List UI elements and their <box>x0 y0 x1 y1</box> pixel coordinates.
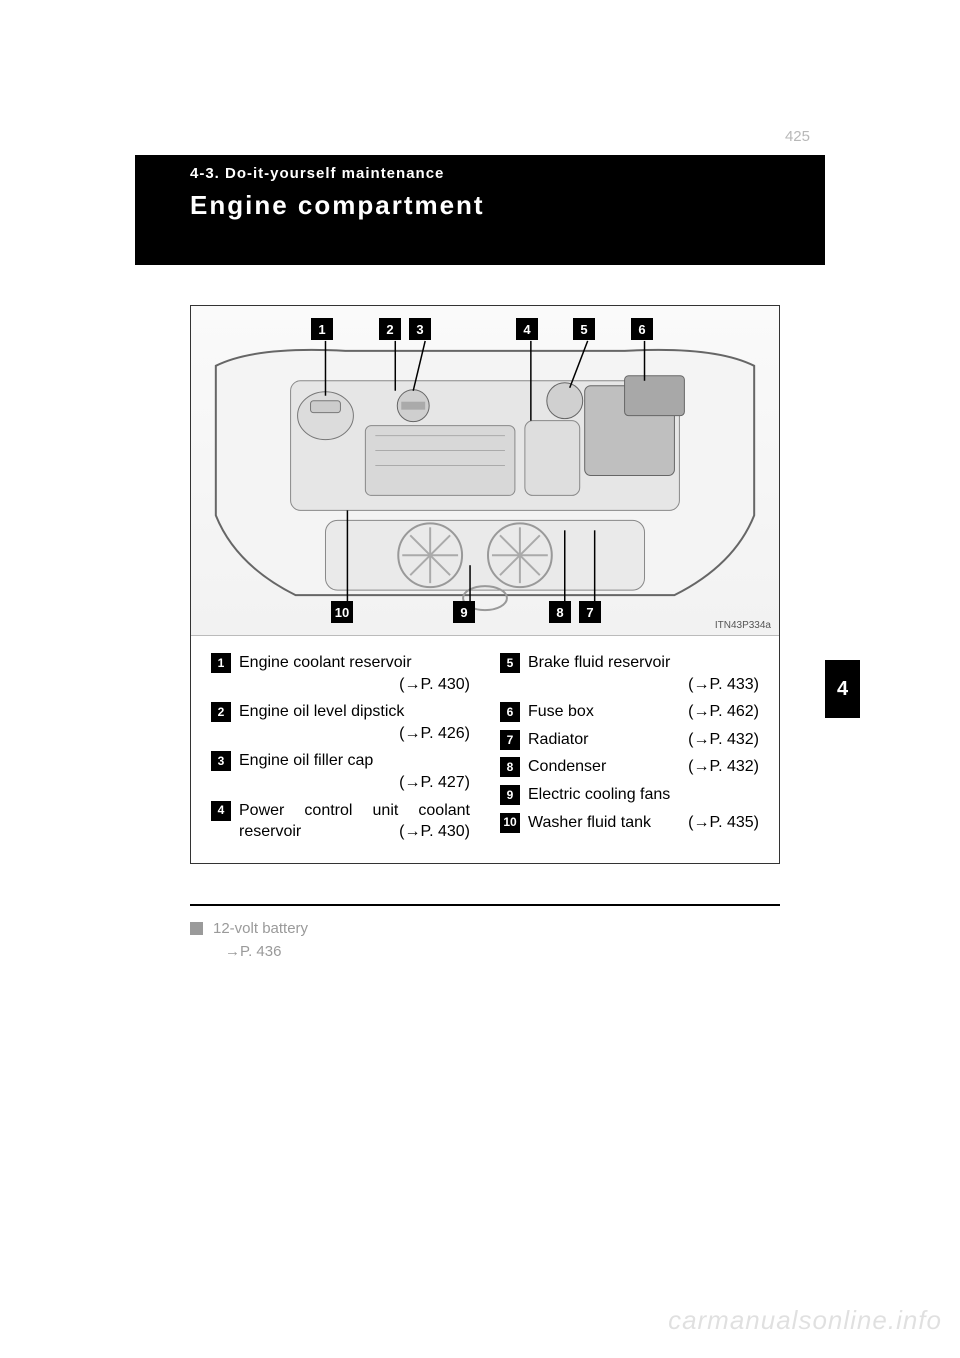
callout-7: 7 <box>579 601 601 623</box>
legend-label-8: Condenser <box>528 758 606 775</box>
legend-item-4: 4 Power control unit coolant reservoir(→P… <box>211 800 470 843</box>
legend-label-9: Electric cooling fans <box>528 786 670 803</box>
figure-box: ITN43P334a 12345610987 1Engine coolant r… <box>190 305 780 864</box>
legend-item-2: 2 Engine oil level dipstick (→P. 426) <box>211 701 470 744</box>
note-square-icon <box>190 922 203 935</box>
section-label: 4-3. Do-it-yourself maintenance <box>190 165 770 182</box>
legend-ref-1: (→P. 430) <box>239 674 470 696</box>
legend-label-5: Brake fluid reservoir <box>528 654 670 671</box>
legend-label-1: Engine coolant reservoir <box>239 654 412 671</box>
legend-item-8: 8 Condenser (→P. 432) <box>500 756 759 778</box>
legend-num-5: 5 <box>500 653 520 673</box>
legend-label-10: Washer fluid tank <box>528 814 651 831</box>
legend-num-4: 4 <box>211 801 231 821</box>
legend-num-2: 2 <box>211 702 231 722</box>
callout-1: 1 <box>311 318 333 340</box>
page-number: 425 <box>785 128 810 145</box>
legend-text-6: Fuse box (→P. 462) <box>528 701 759 723</box>
legend-label-6: Fuse box <box>528 703 594 720</box>
chapter-side-tab: 4 <box>825 660 860 718</box>
legend-item-10: 10 Washer fluid tank (→P. 435) <box>500 812 759 834</box>
legend-ref-8: (→P. 432) <box>688 756 759 778</box>
legend-label-3: Engine oil filler cap <box>239 752 373 769</box>
engine-svg <box>191 306 779 635</box>
callout-8: 8 <box>549 601 571 623</box>
note-row: 12-volt battery <box>190 920 780 937</box>
legend-text-1: Engine coolant reservoir (→P. 430) <box>239 652 470 695</box>
legend-right-col: 5 Brake fluid reservoir (→P. 433) 6 Fuse box… <box>500 646 759 843</box>
page-content: 4-3. Do-it-yourself maintenance Engine c… <box>135 155 825 962</box>
legend-text-5: Brake fluid reservoir (→P. 433) <box>528 652 759 695</box>
legend-num-10: 10 <box>500 813 520 833</box>
legend-text-8: Condenser (→P. 432) <box>528 756 759 778</box>
legend-text-7: Radiator (→P. 432) <box>528 729 759 751</box>
legend-label-2: Engine oil level dipstick <box>239 703 404 720</box>
legend-text-2: Engine oil level dipstick (→P. 426) <box>239 701 470 744</box>
watermark: carmanualsonline.info <box>668 1305 942 1336</box>
header-bar: 4-3. Do-it-yourself maintenance Engine c… <box>135 155 825 265</box>
legend-item-3: 3 Engine oil filler cap (→P. 427) <box>211 750 470 793</box>
legend-item-1: 1 Engine coolant reservoir (→P. 430) <box>211 652 470 695</box>
legend-num-8: 8 <box>500 757 520 777</box>
legend-item-5: 5 Brake fluid reservoir (→P. 433) <box>500 652 759 695</box>
legend-text-9: Electric cooling fans <box>528 784 759 806</box>
legend-ref-2: (→P. 426) <box>239 723 470 745</box>
section-rule <box>190 904 780 906</box>
legend-ref-5: (→P. 433) <box>528 674 759 696</box>
callout-6: 6 <box>631 318 653 340</box>
callout-4: 4 <box>516 318 538 340</box>
legend-label-7: Radiator <box>528 731 588 748</box>
legend-num-9: 9 <box>500 785 520 805</box>
callout-5: 5 <box>573 318 595 340</box>
legend-item-6: 6 Fuse box (→P. 462) <box>500 701 759 723</box>
legend-ref-6: (→P. 462) <box>688 701 759 723</box>
legend-num-6: 6 <box>500 702 520 722</box>
legend-text-10: Washer fluid tank (→P. 435) <box>528 812 759 834</box>
legend-left-col: 1 Engine coolant reservoir (→P. 430) 2 Engin… <box>211 646 470 843</box>
legend-num-1: 1 <box>211 653 231 673</box>
section-title: Engine compartment <box>190 190 770 221</box>
legend-item-9: 9 Electric cooling fans <box>500 784 759 806</box>
legend-num-7: 7 <box>500 730 520 750</box>
note-title: 12-volt battery <box>213 920 308 937</box>
legend-ref-4: (→P. 430) <box>399 821 470 843</box>
legend-item-7: 7 Radiator (→P. 432) <box>500 729 759 751</box>
legend-ref-10: (→P. 435) <box>688 812 759 834</box>
legend-ref-7: (→P. 432) <box>688 729 759 751</box>
callout-10: 10 <box>331 601 353 623</box>
callout-9: 9 <box>453 601 475 623</box>
note-body: →P. 436 <box>225 941 780 962</box>
content-area: ITN43P334a 12345610987 1Engine coolant r… <box>135 305 825 962</box>
legend-text-3: Engine oil filler cap (→P. 427) <box>239 750 470 793</box>
callout-2: 2 <box>379 318 401 340</box>
legend-num-3: 3 <box>211 751 231 771</box>
legend-ref-3: (→P. 427) <box>239 772 470 794</box>
engine-diagram: ITN43P334a 12345610987 <box>191 306 779 636</box>
legend-text-4: Power control unit coolant reservoir(→P.… <box>239 800 470 843</box>
callout-3: 3 <box>409 318 431 340</box>
legend: 1 Engine coolant reservoir (→P. 430) 2 Engin… <box>191 636 779 863</box>
image-code: ITN43P334a <box>715 620 771 631</box>
